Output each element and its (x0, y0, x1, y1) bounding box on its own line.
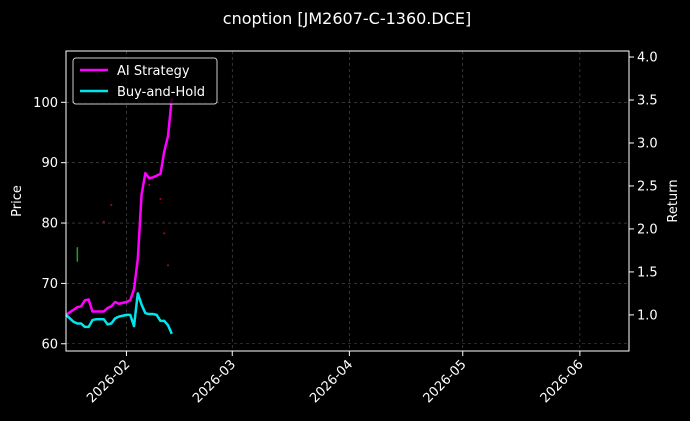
y-tick-label-right: 4.0 (637, 51, 658, 66)
y-axis-right: 1.0 1.5 2.0 2.5 3.0 3.5 4.0 (629, 51, 658, 323)
signal-dot (148, 184, 151, 187)
signal-dot (110, 203, 113, 206)
marker-layer (76, 184, 170, 267)
y-tick-label-left: 60 (41, 337, 58, 352)
plot-border (65, 50, 630, 352)
legend-label-buy-and-hold: Buy-and-Hold (117, 85, 205, 100)
series-line-ai-strategy (65, 98, 174, 316)
y-tick-label-left: 100 (33, 96, 58, 111)
y-tick-label-left: 80 (41, 217, 58, 232)
signal-dot (159, 197, 162, 200)
chart-title: cnoption [JM2607-C-1360.DCE] (223, 9, 471, 28)
y-tick-label-right: 2.5 (637, 179, 658, 194)
y-tick-label-left: 90 (41, 156, 58, 171)
y-tick-label-right: 1.0 (637, 308, 658, 323)
y-tick-label-left: 70 (41, 277, 58, 292)
y-axis-left: 60 70 80 90 100 (33, 96, 66, 352)
legend-box (72, 57, 218, 105)
y-tick-label-right: 1.5 (637, 265, 658, 280)
signal-dot (163, 232, 166, 235)
series-line-buy-and-hold (65, 292, 173, 335)
y-axis-label-left: Price (10, 185, 25, 217)
series-layer (65, 98, 174, 335)
signal-dot (167, 264, 170, 267)
signal-dot (102, 220, 105, 223)
y-tick-label-right: 2.0 (637, 222, 658, 237)
legend: AI Strategy Buy-and-Hold (72, 57, 218, 105)
y-axis-label-right: Return (666, 179, 681, 222)
y-tick-label-right: 3.5 (637, 93, 658, 108)
y-tick-label-right: 3.0 (637, 136, 658, 151)
legend-label-ai-strategy: AI Strategy (117, 64, 190, 79)
